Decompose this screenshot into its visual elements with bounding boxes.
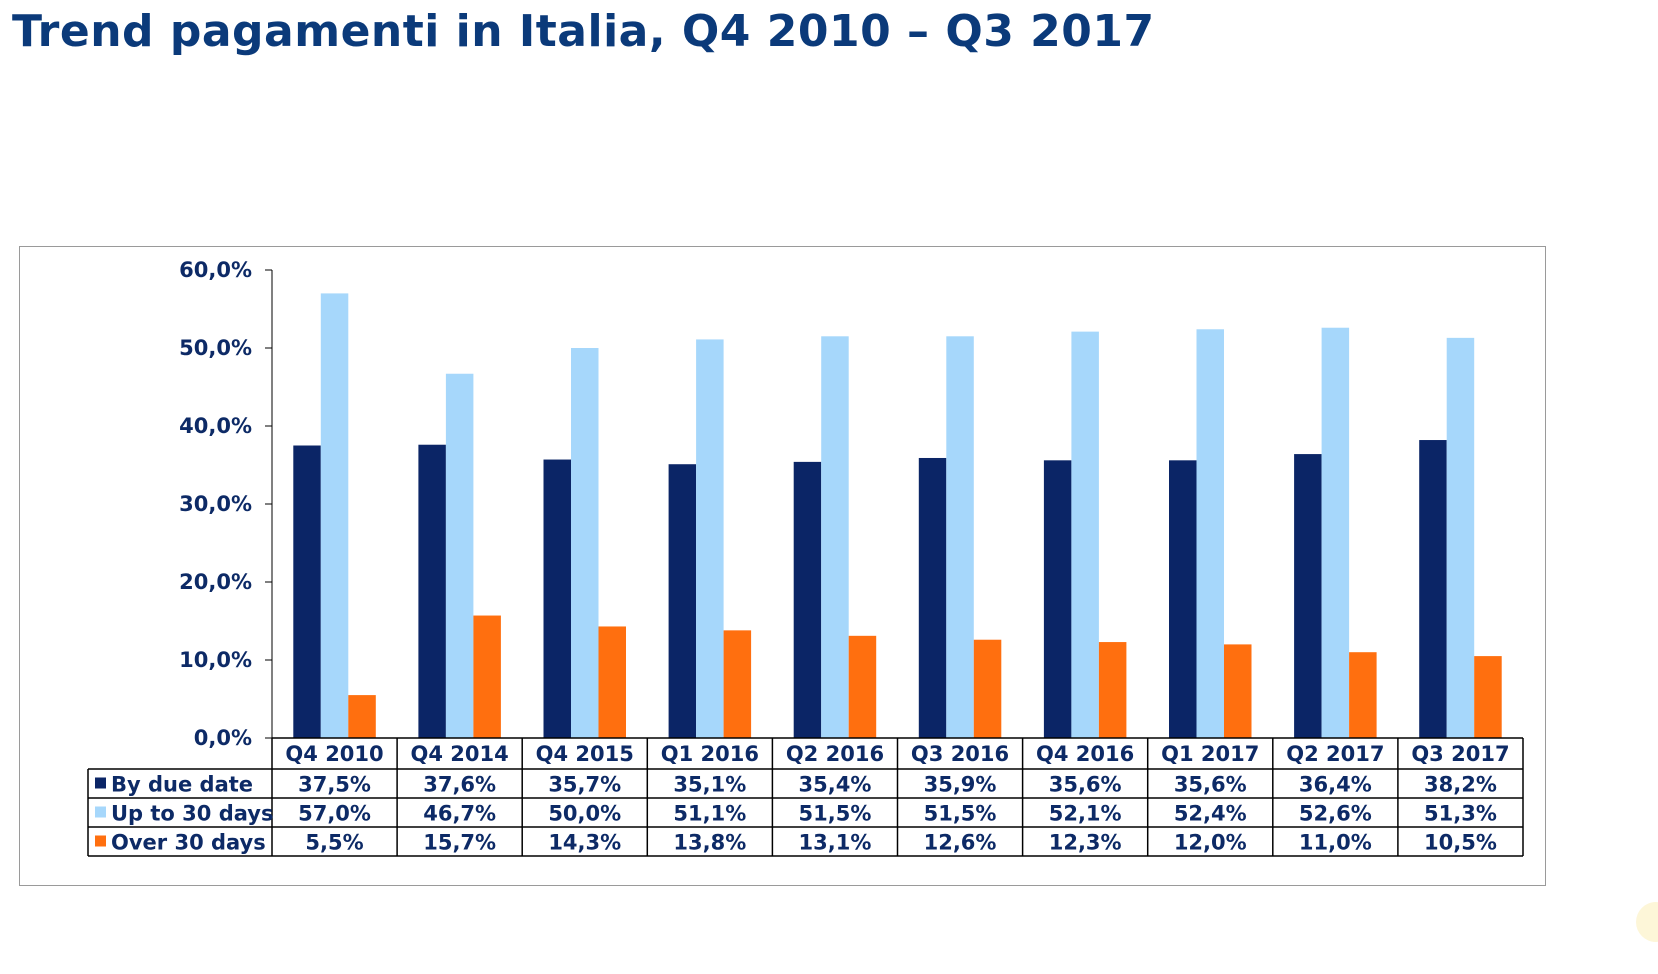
bar-up-to-30-days	[821, 336, 849, 738]
data-label: 52,4%	[1174, 802, 1247, 826]
bar-by-due-date	[1043, 460, 1072, 738]
bar-up-to-30-days	[571, 348, 599, 738]
bar-by-due-date	[1419, 440, 1447, 738]
bar-by-due-date	[543, 459, 571, 738]
y-tick-label: 50,0%	[179, 336, 252, 360]
bar-by-due-date	[418, 444, 446, 738]
bar-up-to-30-days	[445, 373, 474, 738]
data-label: 35,6%	[1174, 773, 1247, 797]
data-label: 35,1%	[673, 773, 746, 797]
bar-over-30-days	[598, 626, 626, 738]
data-label: 15,7%	[423, 831, 496, 855]
legend-label: Over 30 days	[111, 831, 266, 855]
y-tick-label: 30,0%	[179, 492, 252, 516]
data-label: 51,5%	[924, 802, 997, 826]
legend-key	[95, 835, 106, 847]
data-label: 37,6%	[423, 773, 496, 797]
y-tick-label: 60,0%	[179, 258, 252, 282]
corner-decoration	[1636, 902, 1658, 942]
data-label: 35,6%	[1049, 773, 1122, 797]
data-label: 51,3%	[1424, 802, 1497, 826]
bar-up-to-30-days	[320, 293, 349, 738]
x-category-label: Q3 2016	[911, 742, 1009, 766]
data-label: 10,5%	[1424, 831, 1497, 855]
data-label: 37,5%	[298, 773, 371, 797]
bar-over-30-days	[723, 630, 752, 738]
x-category-label: Q4 2010	[285, 742, 383, 766]
data-label: 52,1%	[1049, 802, 1122, 826]
data-label: 38,2%	[1424, 773, 1497, 797]
legend-key	[95, 806, 106, 818]
legend-key	[95, 777, 106, 789]
x-category-label: Q4 2015	[536, 742, 634, 766]
data-label: 14,3%	[548, 831, 621, 855]
bar-by-due-date	[793, 461, 822, 738]
data-label: 12,3%	[1049, 831, 1122, 855]
bar-over-30-days	[1474, 656, 1502, 738]
data-label: 5,5%	[305, 831, 363, 855]
legend-label: By due date	[111, 773, 253, 797]
data-label: 36,4%	[1299, 773, 1372, 797]
data-label: 51,5%	[799, 802, 872, 826]
bar-up-to-30-days	[1321, 327, 1350, 738]
bar-up-to-30-days	[946, 336, 974, 738]
y-tick-label: 10,0%	[179, 648, 252, 672]
data-label: 46,7%	[423, 802, 496, 826]
bar-over-30-days	[1349, 652, 1377, 738]
data-label: 50,0%	[548, 802, 621, 826]
chart: 0,0% 10,0% 20,0% 30,0% 40,0% 50,0% 60,0% Q4 201…	[87, 258, 1524, 857]
x-category-label: Q2 2016	[786, 742, 884, 766]
bar-over-30-days	[348, 695, 376, 738]
bar-by-due-date	[293, 445, 321, 738]
page-title: Trend pagamenti in Italia, Q4 2010 – Q3 …	[12, 6, 1155, 57]
bar-up-to-30-days	[1071, 331, 1099, 738]
data-label: 11,0%	[1299, 831, 1372, 855]
data-label: 57,0%	[298, 802, 371, 826]
bar-over-30-days	[973, 639, 1002, 738]
bar-over-30-days	[1098, 642, 1127, 738]
x-category-label: Q3 2017	[1411, 742, 1509, 766]
data-label: 12,0%	[1174, 831, 1247, 855]
data-label: 35,9%	[924, 773, 997, 797]
x-category-label: Q1 2017	[1161, 742, 1259, 766]
bar-over-30-days	[1224, 644, 1252, 738]
x-category-label: Q2 2017	[1286, 742, 1384, 766]
data-label: 51,1%	[673, 802, 746, 826]
data-label: 13,8%	[673, 831, 746, 855]
bar-over-30-days	[473, 615, 501, 738]
legend-label: Up to 30 days	[111, 802, 273, 826]
bar-by-due-date	[1169, 460, 1197, 738]
data-label: 12,6%	[924, 831, 997, 855]
bar-up-to-30-days	[696, 339, 724, 738]
data-label: 52,6%	[1299, 802, 1372, 826]
y-tick-label: 0,0%	[194, 726, 252, 750]
bar-by-due-date	[918, 457, 947, 738]
x-category-label: Q4 2016	[1036, 742, 1134, 766]
y-tick-label: 40,0%	[179, 414, 252, 438]
bar-up-to-30-days	[1446, 337, 1475, 738]
x-category-label: Q1 2016	[661, 742, 759, 766]
y-tick-label: 20,0%	[179, 570, 252, 594]
bar-over-30-days	[848, 635, 877, 738]
bar-up-to-30-days	[1196, 329, 1224, 738]
data-label: 13,1%	[799, 831, 872, 855]
bar-by-due-date	[668, 464, 697, 738]
data-label: 35,7%	[548, 773, 621, 797]
chart-frame: 0,0% 10,0% 20,0% 30,0% 40,0% 50,0% 60,0% Q4 201…	[19, 246, 1546, 886]
x-category-label: Q4 2014	[411, 742, 509, 766]
data-label: 35,4%	[799, 773, 872, 797]
bar-by-due-date	[1294, 454, 1322, 738]
